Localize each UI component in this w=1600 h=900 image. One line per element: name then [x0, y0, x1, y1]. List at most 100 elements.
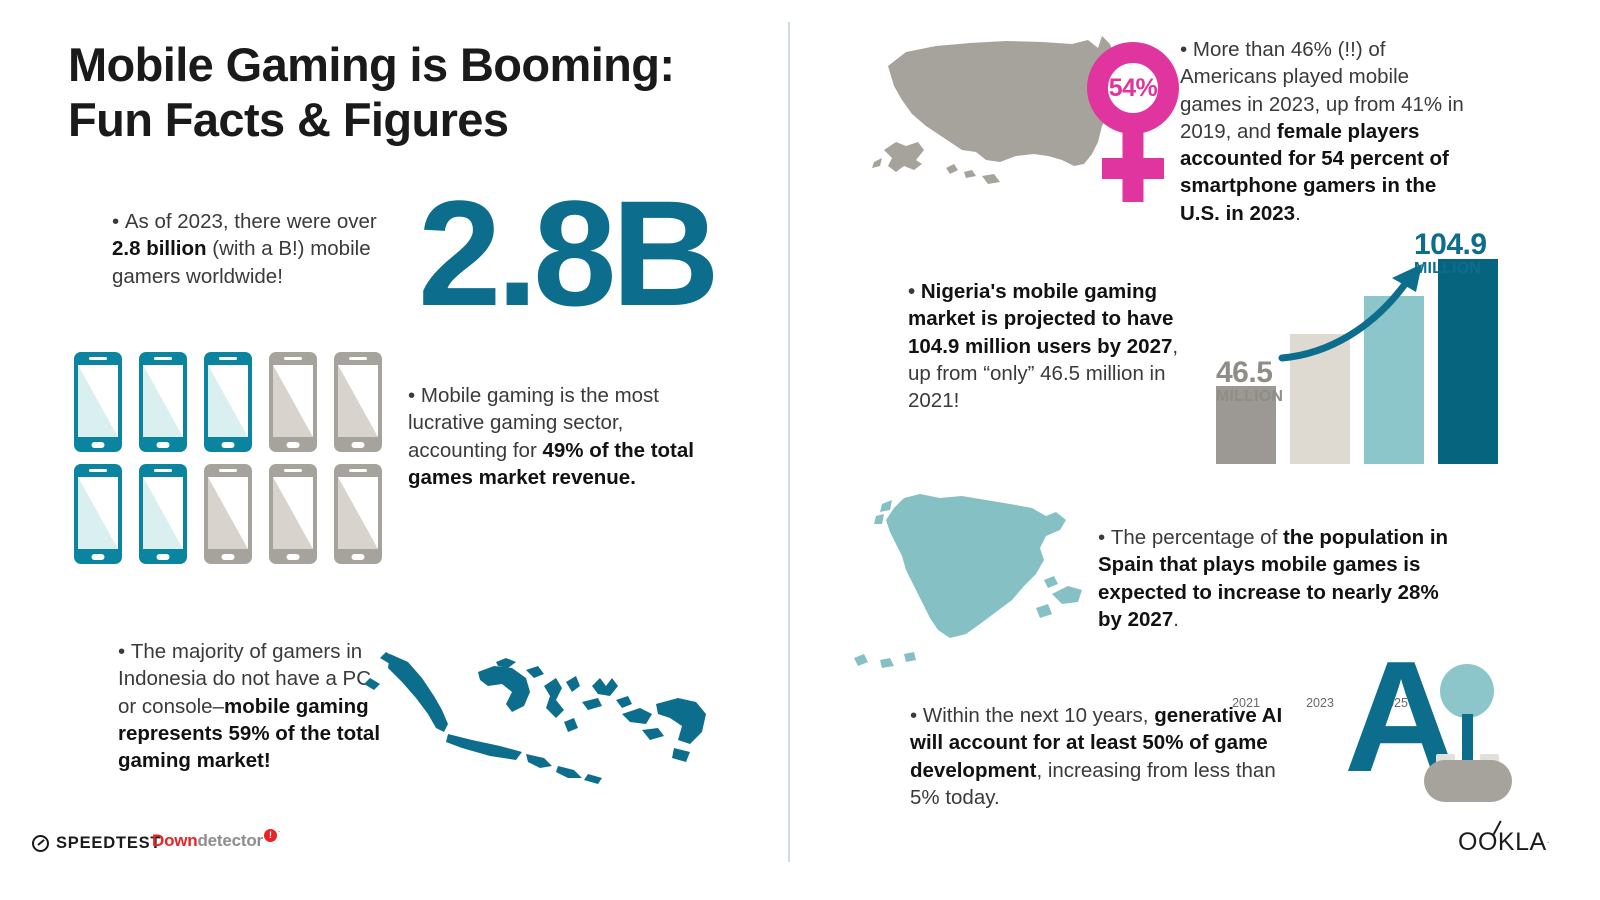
phone-icon-2 [139, 352, 187, 452]
phone-grid-49-percent [74, 352, 382, 570]
bullet-dot: • [908, 280, 921, 303]
phone-screen-sheen [338, 477, 378, 549]
phone-speaker [89, 469, 107, 473]
bullet-gamers-text-1: As of 2023, there were over [124, 210, 377, 233]
phone-icon-9 [269, 464, 317, 564]
phone-speaker [349, 469, 367, 473]
speedtest-trademark: · [161, 834, 165, 843]
phone-screen-sheen [208, 365, 248, 437]
annotation-unit-million-low: MILLION [1216, 388, 1284, 405]
phone-speaker [154, 469, 172, 473]
downdetector-logo: Down detector! · [152, 829, 280, 855]
phone-screen [208, 365, 248, 437]
annotation-value-46-5: 46.5 [1216, 356, 1273, 389]
bullet-dot: • [1098, 526, 1111, 549]
phone-home-button [156, 554, 170, 560]
speedtest-wordmark: SPEEDTEST· [56, 834, 165, 853]
joystick-stem [1462, 714, 1473, 764]
joystick-button-right [1480, 754, 1499, 765]
phone-screen [273, 477, 313, 549]
bullet-ai-text-1: Within the next 10 years, [922, 704, 1155, 727]
phone-icon-4 [269, 352, 317, 452]
bullet-spain-text-2: . [1173, 607, 1179, 631]
page-title: Mobile Gaming is Booming: Fun Facts & Fi… [68, 38, 768, 147]
title-line-2: Fun Facts & Figures [68, 92, 509, 146]
phone-home-button [286, 554, 300, 560]
bar-label-2021: 2021 [1232, 696, 1260, 710]
phone-home-button [221, 442, 235, 448]
bullet-indonesia-bold-1: mobile gaming represents 59% of the tota… [118, 694, 381, 773]
bullet-americans-bold-1: female players accounted for 54 percent … [1180, 119, 1449, 225]
phone-speaker [219, 357, 237, 361]
joystick-button-left [1436, 754, 1455, 765]
phone-icon-6 [74, 464, 122, 564]
bullet-indonesia: • The majority of gamers in Indonesia do… [118, 638, 380, 774]
phone-speaker [219, 469, 237, 473]
bullet-nigeria-market: • Nigeria's mobile gaming market is proj… [908, 278, 1193, 414]
ookla-part-1: OO [1458, 828, 1498, 856]
joystick-base [1424, 760, 1512, 802]
phone-screen-sheen [208, 477, 248, 549]
downdetector-detector: detector [197, 831, 263, 850]
bullet-americans-text-1: More than 46% (!!) of Americans played m… [1180, 38, 1464, 143]
bullet-ai-text-2: , increasing from less than 5% today. [910, 758, 1276, 809]
phone-screen [143, 477, 183, 549]
indonesia-map-icon [330, 648, 712, 798]
bullet-lucrative-text-1: Mobile gaming is the most lucrative gami… [408, 384, 660, 462]
bullet-dot: • [408, 384, 421, 407]
bullet-americans-mobile-games: • More than 46% (!!) of Americans played… [1180, 36, 1470, 227]
phone-screen-sheen [143, 477, 183, 549]
bullet-indonesia-text-1: The majority of gamers in Indonesia do n… [118, 640, 372, 718]
bullet-lucrative-sector: • Mobile gaming is the most lucrative ga… [408, 382, 708, 491]
bar-label-2023: 2023 [1306, 696, 1334, 710]
phone-screen [338, 477, 378, 549]
bullet-spain-bold-1: the population in Spain that plays mobil… [1098, 526, 1449, 631]
bullet-mobile-gamers-worldwide: • As of 2023, there were over 2.8 billio… [112, 208, 382, 290]
phone-screen [78, 477, 118, 549]
big-stat-2-8b: 2.8B [418, 169, 720, 337]
phone-screen-sheen [78, 365, 118, 437]
phone-home-button [91, 554, 105, 560]
bullet-dot: • [112, 210, 125, 233]
phone-speaker [284, 469, 302, 473]
bullet-ai-bold-1: generative AI will account for at least … [910, 704, 1283, 782]
phone-speaker [349, 357, 367, 361]
phone-screen-sheen [143, 365, 183, 437]
bullet-americans-text-2: . [1295, 201, 1301, 225]
bar-label-2025: 2025 [1380, 696, 1408, 710]
spain-map-icon [846, 482, 1106, 672]
bullet-gamers-bold-1: 2.8 billion [112, 237, 207, 261]
phone-screen-sheen [338, 365, 378, 437]
nigeria-users-bar-chart: 2021 2023 2025 2027 46.5 MILLION 104.9 M… [1216, 230, 1500, 710]
bullet-dot: • [118, 640, 131, 663]
bar-2021 [1216, 386, 1276, 464]
bar-2025 [1364, 296, 1424, 464]
phone-screen-sheen [78, 477, 118, 549]
bullet-dot: • [910, 704, 923, 727]
bullet-spain-text-1: The percentage of [1110, 526, 1283, 549]
phone-icon-1 [74, 352, 122, 452]
annotation-value-104-9: 104.9 [1414, 228, 1487, 261]
downdetector-down: Down [152, 831, 198, 850]
phone-screen [273, 365, 313, 437]
phone-icon-5 [334, 352, 382, 452]
speedtest-name: SPEEDTEST [56, 833, 162, 852]
joystick-ball [1440, 664, 1494, 718]
phone-icon-3 [204, 352, 252, 452]
column-divider [788, 22, 790, 862]
ookla-part-2: LA [1515, 828, 1547, 856]
bullet-spain-population: • The percentage of the population in Sp… [1098, 524, 1466, 633]
chart-annotation-46-5: 46.5 MILLION [1216, 358, 1306, 405]
chart-plot-area: 2021 2023 2025 2027 46.5 MILLION 104.9 M… [1216, 230, 1500, 710]
phone-screen [143, 365, 183, 437]
bullet-nigeria-bold-1: Nigeria's mobile gaming market is projec… [908, 280, 1174, 358]
ookla-logo: OO K LA · [1458, 820, 1550, 857]
phone-speaker [89, 357, 107, 361]
phone-icon-7 [139, 464, 187, 564]
annotation-unit-million-high: MILLION [1414, 260, 1482, 277]
phone-speaker [154, 357, 172, 361]
bar-2027 [1438, 259, 1498, 464]
phone-home-button [351, 442, 365, 448]
bullet-generative-ai: • Within the next 10 years, generative A… [910, 702, 1302, 811]
